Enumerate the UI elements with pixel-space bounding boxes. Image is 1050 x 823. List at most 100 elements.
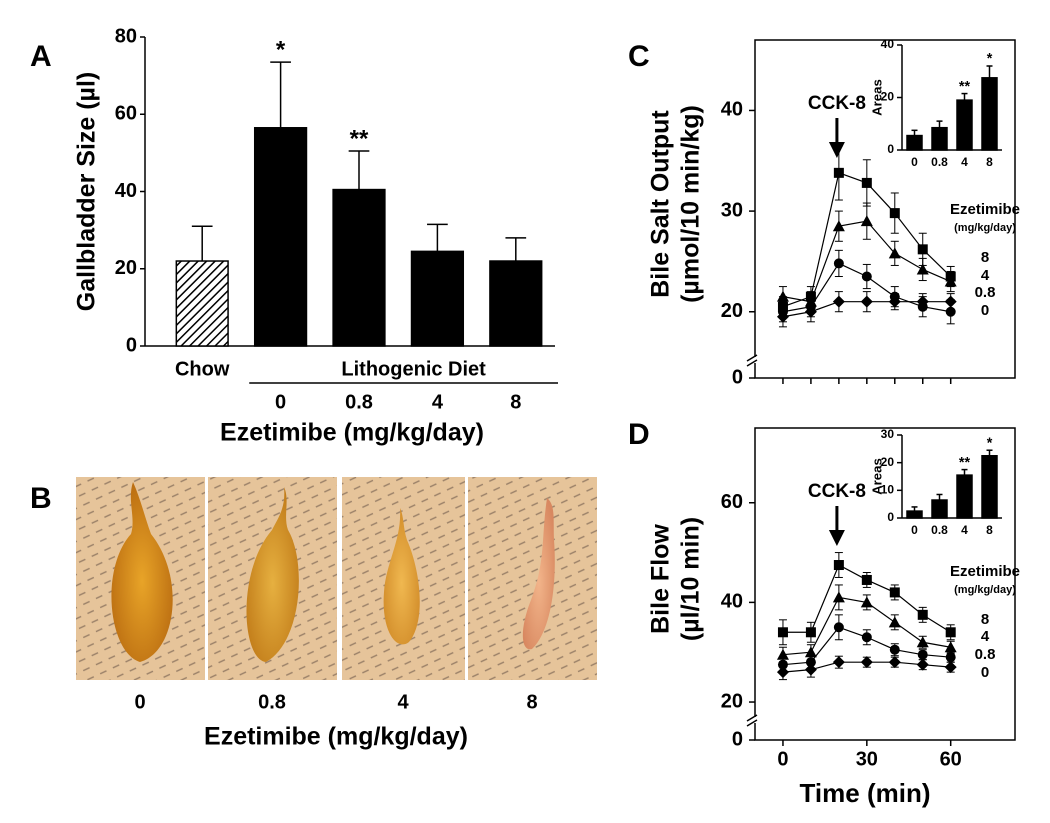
significance-label: *	[276, 36, 286, 63]
annotation-arrowhead	[828, 530, 845, 546]
y-tick-label: 60	[721, 491, 743, 513]
panel-label: B	[30, 482, 52, 515]
photo-label: 0	[134, 691, 145, 713]
marker	[832, 295, 845, 308]
x-tick-label: 0	[911, 523, 918, 537]
x-tick-label: 0	[275, 391, 286, 413]
y-tick-label: 20	[721, 300, 743, 322]
legend-entry: 0	[981, 664, 989, 681]
axis-break	[746, 714, 758, 722]
bar	[253, 127, 308, 347]
bar	[175, 260, 229, 347]
gallbladder	[383, 508, 420, 645]
marker	[945, 627, 956, 638]
legend-entry: 8	[981, 611, 989, 628]
y-tick-label: 0	[126, 334, 137, 356]
legend-entry: 0.8	[975, 284, 996, 301]
x-tick-label: 4	[432, 391, 444, 413]
x-tick-label: 0.8	[931, 155, 948, 169]
marker	[776, 666, 789, 679]
marker	[888, 295, 901, 308]
marker	[917, 609, 928, 620]
bar	[410, 250, 465, 347]
y-axis-label: Bile Flow	[647, 524, 675, 634]
photo-label: 4	[397, 691, 409, 713]
marker	[888, 616, 901, 628]
x-tick-label: Chow	[175, 358, 230, 380]
marker	[804, 663, 817, 676]
x-axis-label: Ezetimibe (mg/kg/day)	[220, 419, 484, 447]
marker	[888, 656, 901, 669]
marker	[833, 622, 844, 633]
marker	[945, 652, 956, 663]
marker	[944, 295, 957, 308]
x-tick-label: 8	[510, 391, 521, 413]
annotation: CCK-8	[808, 481, 866, 502]
legend-subtitle: (mg/kg/day)	[954, 222, 1016, 234]
bar	[956, 99, 973, 151]
significance-label: *	[987, 435, 993, 451]
marker	[832, 220, 845, 232]
plot-frame	[754, 427, 1016, 741]
marker	[888, 247, 901, 259]
marker	[833, 258, 844, 269]
x-axis-label: Time (min)	[800, 778, 931, 808]
marker	[917, 649, 928, 660]
x-axis-label: Ezetimibe (mg/kg/day)	[204, 723, 468, 751]
legend-subtitle: (mg/kg/day)	[954, 584, 1016, 596]
x-tick-label: 30	[856, 748, 878, 770]
y-axis-label: Areas	[869, 79, 884, 116]
panel-label: C	[628, 40, 650, 73]
photo-label: 0.8	[258, 691, 286, 713]
marker	[889, 587, 900, 598]
bar	[489, 260, 543, 347]
legend-entry: 0.8	[975, 646, 996, 663]
marker	[860, 596, 873, 608]
y-tick-label: 10	[881, 483, 895, 497]
axis-break	[746, 719, 758, 727]
bar	[931, 126, 948, 151]
panel-label: D	[628, 418, 650, 451]
y-tick-label: 0	[887, 510, 894, 524]
marker	[832, 591, 845, 603]
panel-label: A	[30, 40, 52, 73]
marker	[944, 275, 957, 287]
marker	[776, 290, 789, 302]
marker	[916, 658, 929, 671]
y-axis-label: Gallbladder Size (µl)	[73, 72, 101, 311]
marker	[944, 661, 957, 674]
legend-title: Ezetimibe	[950, 563, 1020, 580]
marker	[861, 271, 872, 282]
marker	[861, 632, 872, 643]
x-tick-label: 0	[911, 155, 918, 169]
y-tick-label: 30	[721, 199, 743, 221]
y-axis-label: (µl/10 min)	[677, 517, 705, 641]
y-tick-label: 0	[732, 728, 743, 750]
marker	[916, 636, 929, 648]
annotation: CCK-8	[808, 93, 866, 114]
bar	[906, 134, 923, 151]
annotation-arrowhead	[828, 142, 845, 158]
marker	[805, 627, 816, 638]
significance-label: **	[959, 455, 971, 471]
marker	[916, 263, 929, 275]
y-axis-label: Areas	[869, 458, 884, 495]
y-tick-label: 80	[115, 25, 137, 47]
marker	[861, 177, 872, 188]
marker	[832, 656, 845, 669]
bar	[906, 510, 923, 519]
y-tick-label: 40	[721, 99, 743, 121]
x-tick-label: 0	[777, 748, 788, 770]
marker	[916, 295, 929, 308]
gallbladder	[246, 487, 299, 662]
marker	[889, 208, 900, 219]
marker	[860, 295, 873, 308]
legend-entry: 4	[981, 267, 990, 284]
marker	[860, 215, 873, 227]
bar	[956, 474, 973, 519]
marker	[776, 310, 789, 323]
marker	[833, 167, 844, 178]
legend-title: Ezetimibe	[950, 201, 1020, 218]
x-tick-label: 4	[961, 523, 968, 537]
